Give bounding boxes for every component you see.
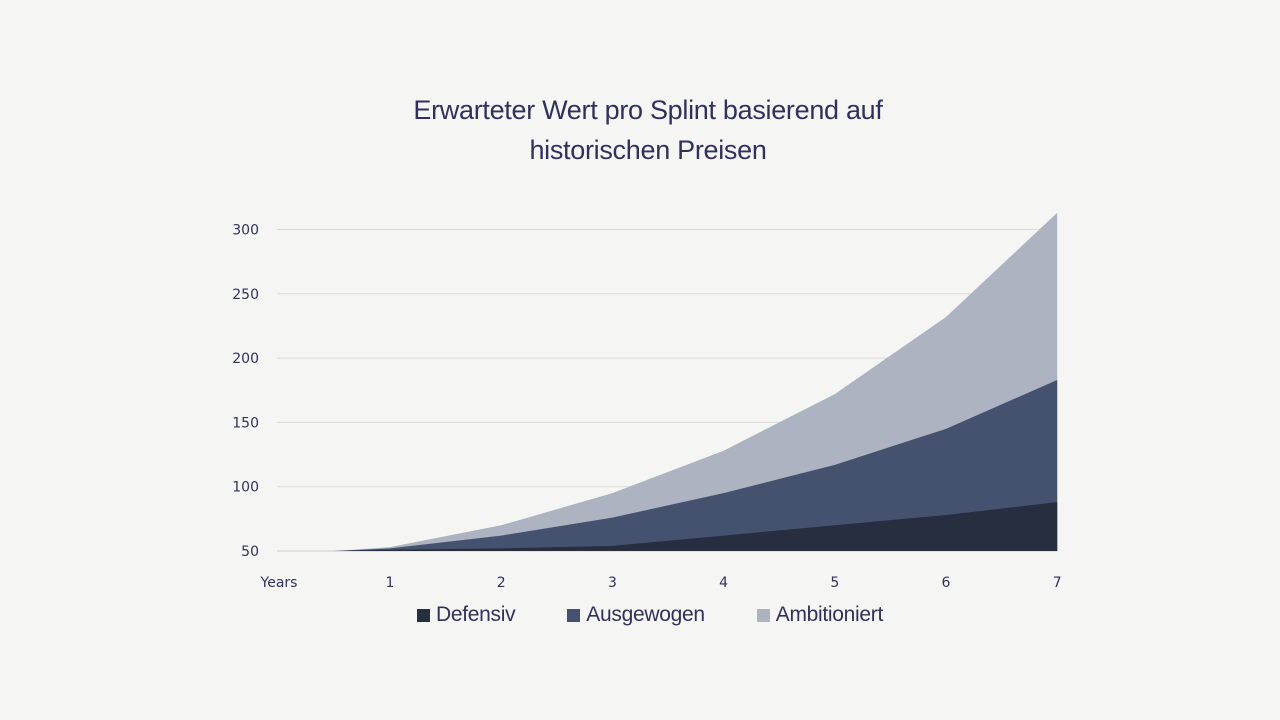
legend-label: Ausgewogen bbox=[586, 603, 705, 626]
chart-title-line-1: Erwarteter Wert pro Splint basierend auf bbox=[413, 95, 883, 125]
axis-layer: 50 100 150 200 250 300 Years 1 2 3 4 5 6 7 bbox=[232, 223, 1061, 592]
y-tick-label: 100 bbox=[232, 480, 259, 496]
area-ausgewogen bbox=[334, 379, 1058, 551]
area-layer bbox=[334, 212, 1058, 552]
x-tick-label: 2 bbox=[497, 575, 506, 591]
x-tick-label: 6 bbox=[942, 575, 951, 591]
x-axis-label: Years bbox=[260, 575, 298, 591]
y-tick-label: 50 bbox=[241, 544, 259, 560]
y-tick-label: 150 bbox=[232, 415, 259, 431]
legend-item-ausgewogen: Ausgewogen bbox=[567, 603, 705, 627]
legend-item-defensiv: Defensiv bbox=[416, 603, 516, 627]
x-tick-label: 3 bbox=[608, 575, 617, 591]
chart-title-line-2: historischen Preisen bbox=[529, 135, 767, 165]
x-tick-label: 5 bbox=[830, 575, 839, 591]
y-tick-label: 300 bbox=[232, 223, 259, 239]
x-tick-label: 7 bbox=[1053, 575, 1062, 591]
legend-swatch bbox=[567, 608, 581, 622]
area-defensiv bbox=[334, 502, 1058, 551]
y-tick-label: 200 bbox=[232, 351, 259, 367]
y-tick-label: 250 bbox=[232, 287, 259, 303]
x-tick-label: 4 bbox=[719, 575, 728, 591]
chart-title: Erwarteter Wert pro Splint basierend auf… bbox=[0, 90, 1280, 170]
x-tick-label: 1 bbox=[386, 575, 395, 591]
legend: Defensiv Ausgewogen Ambitioniert bbox=[0, 603, 1280, 627]
legend-item-ambitioniert: Ambitioniert bbox=[756, 603, 884, 627]
legend-swatch bbox=[416, 608, 430, 622]
legend-swatch bbox=[756, 608, 770, 622]
legend-label: Defensiv bbox=[435, 603, 516, 626]
legend-label: Ambitioniert bbox=[775, 603, 884, 626]
